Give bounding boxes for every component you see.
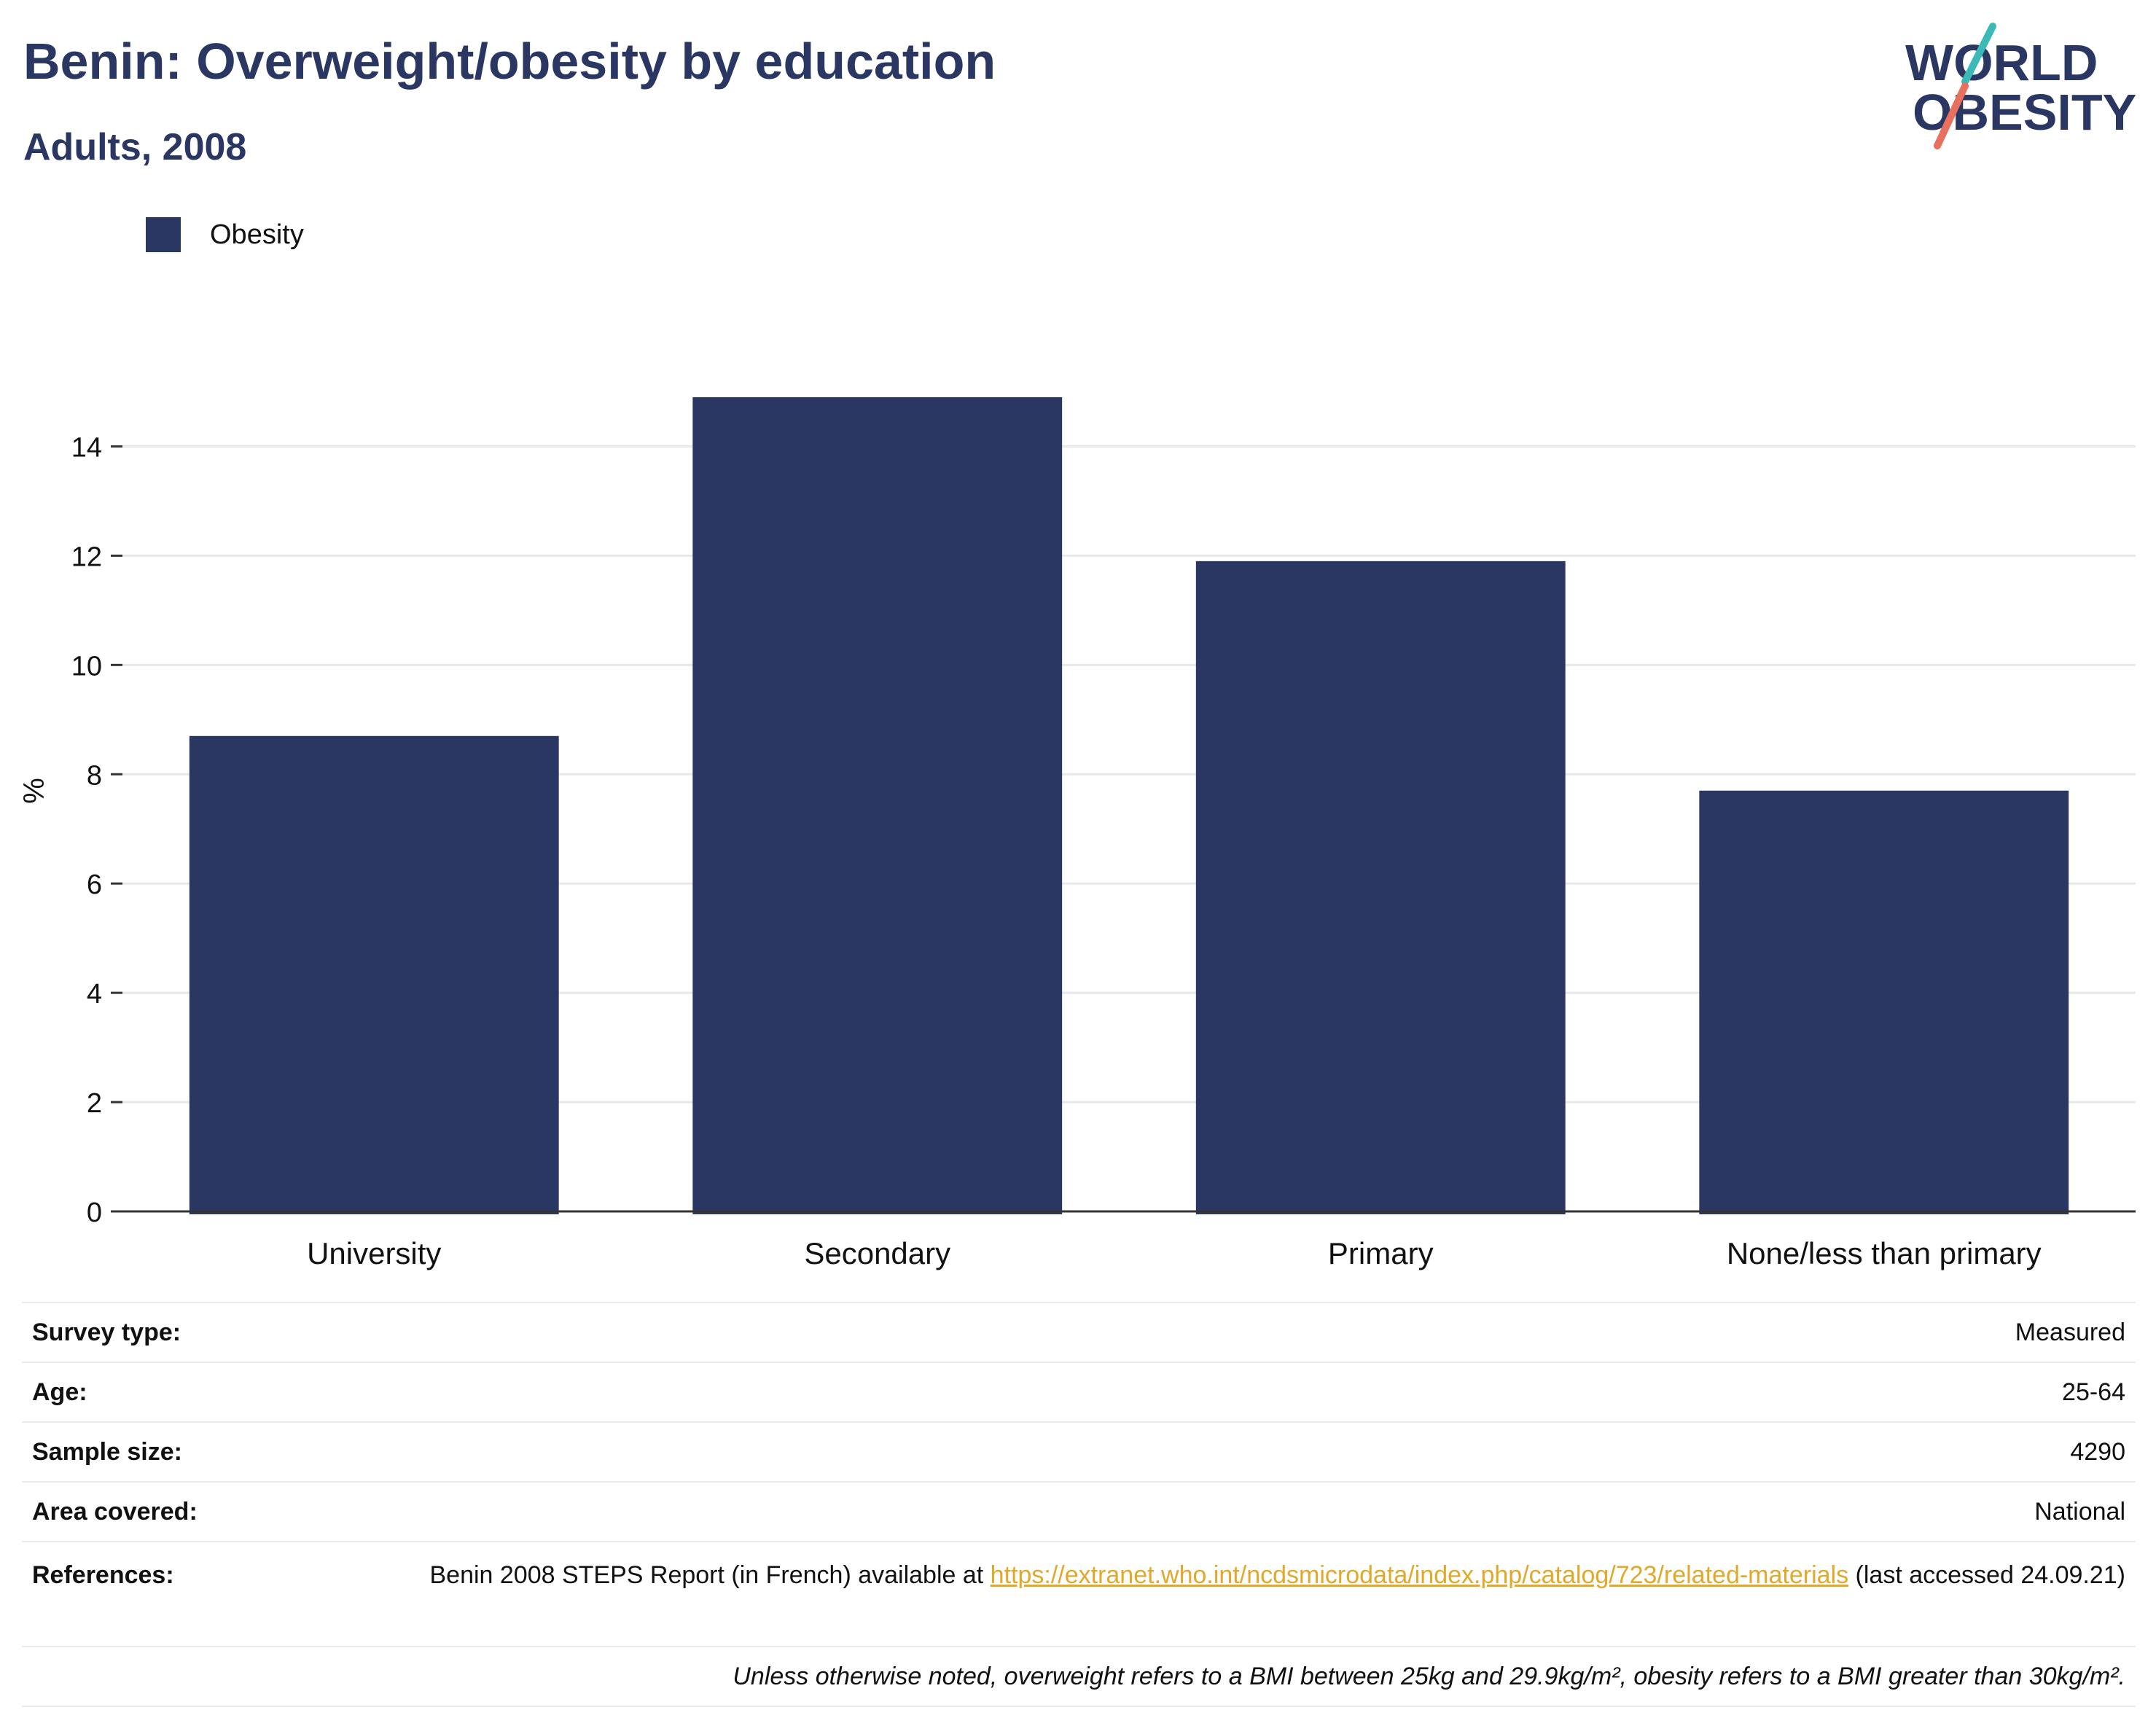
x-axis-ticks: University Secondary Primary None/less than… xyxy=(307,1236,2042,1270)
y-tick-label: 6 xyxy=(87,870,102,900)
legend-swatch-obesity[interactable] xyxy=(146,217,181,252)
meta-row-survey-type: Survey type: Measured xyxy=(22,1302,2136,1362)
bmi-definition-note: Unless otherwise noted, overweight refer… xyxy=(22,1646,2136,1707)
y-tick-label: 4 xyxy=(87,979,102,1009)
meta-row-sample-size: Sample size: 4290 xyxy=(22,1421,2136,1482)
bars xyxy=(189,397,2069,1214)
meta-label: Age: xyxy=(22,1362,407,1422)
meta-row-references: References: Benin 2008 STEPS Report (in … xyxy=(22,1541,2136,1647)
bar-primary[interactable] xyxy=(1195,561,1566,1214)
bar-university[interactable] xyxy=(189,735,559,1214)
references-text: Benin 2008 STEPS Report (in French) avai… xyxy=(407,1541,2136,1647)
x-tick-label: University xyxy=(307,1236,441,1270)
y-tick-label: 0 xyxy=(87,1198,102,1228)
meta-row-note: Unless otherwise noted, overweight refer… xyxy=(22,1646,2136,1707)
logo-slash-teal xyxy=(1961,23,1996,85)
x-tick-label: Primary xyxy=(1328,1236,1434,1270)
y-tick-label: 10 xyxy=(71,651,102,682)
meta-value: Measured xyxy=(407,1302,2136,1362)
survey-metadata-table: Survey type: Measured Age: 25-64 Sample … xyxy=(22,1302,2136,1707)
y-axis-ticks: 0 2 4 6 8 10 12 14 xyxy=(71,432,122,1228)
references-link[interactable]: https://extranet.who.int/ncdsmicrodata/i… xyxy=(990,1561,1849,1589)
references-prefix: Benin 2008 STEPS Report (in French) avai… xyxy=(429,1561,991,1589)
logo-line1: WORLD xyxy=(1905,34,2098,91)
y-tick-label: 12 xyxy=(71,542,102,572)
meta-row-age: Age: 25-64 xyxy=(22,1362,2136,1422)
meta-value: National xyxy=(407,1481,2136,1542)
logo-slash-coral xyxy=(1934,82,1969,149)
meta-row-area-covered: Area covered: National xyxy=(22,1481,2136,1542)
meta-value: 25-64 xyxy=(407,1362,2136,1422)
world-obesity-logo: WORLD OBESITY xyxy=(1905,23,2136,149)
meta-label: Area covered: xyxy=(22,1481,407,1542)
meta-label: Sample size: xyxy=(22,1421,407,1482)
y-tick-label: 14 xyxy=(71,432,102,463)
bar-none-less-than-primary[interactable] xyxy=(1699,790,2069,1214)
meta-value: 4290 xyxy=(407,1421,2136,1482)
x-tick-label: Secondary xyxy=(804,1236,950,1270)
bar-secondary[interactable] xyxy=(692,397,1063,1214)
meta-label: Survey type: xyxy=(22,1302,407,1362)
bar-chart: 0 2 4 6 8 10 12 14 % University Secondary Primary… xyxy=(18,397,2136,1270)
chart-legend: Obesity xyxy=(146,217,304,252)
meta-label: References: xyxy=(22,1541,407,1647)
y-tick-label: 2 xyxy=(87,1088,102,1119)
x-tick-label: None/less than primary xyxy=(1727,1236,2042,1270)
y-tick-label: 8 xyxy=(87,760,102,791)
chart-title: Benin: Overweight/obesity by education xyxy=(23,33,996,90)
chart-subtitle: Adults, 2008 xyxy=(23,126,247,168)
y-axis-label: % xyxy=(18,778,50,804)
references-suffix: (last accessed 24.09.21) xyxy=(1848,1561,2125,1589)
legend-label-obesity: Obesity xyxy=(210,219,304,250)
